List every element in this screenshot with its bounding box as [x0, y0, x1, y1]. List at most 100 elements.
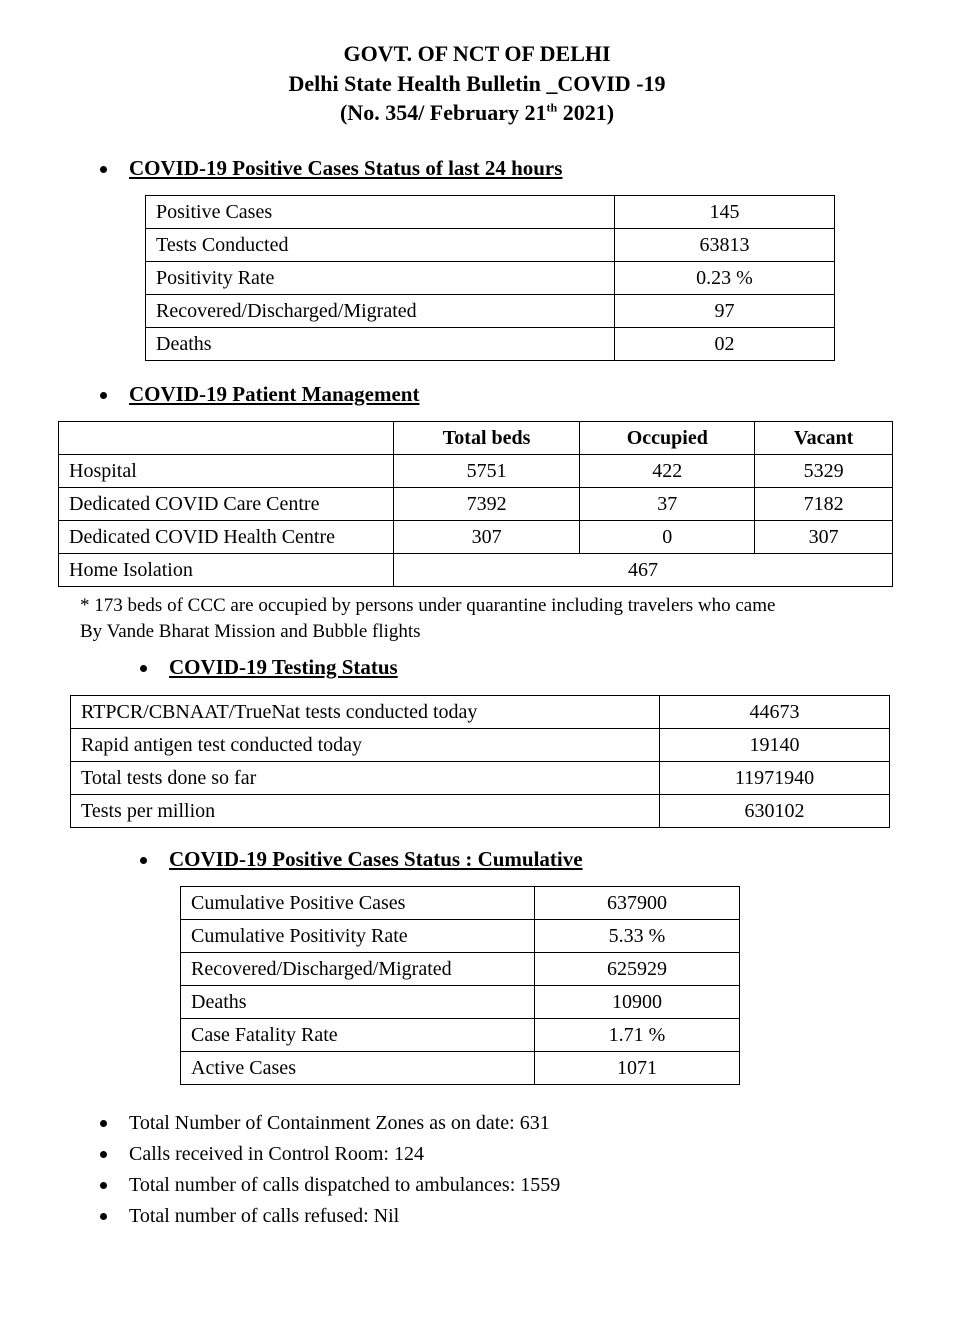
bullet-icon — [100, 392, 107, 399]
row-label: Cumulative Positivity Rate — [181, 919, 535, 952]
table-row: Deaths10900 — [181, 985, 740, 1018]
row-value: 625929 — [535, 952, 740, 985]
info-list: Total Number of Containment Zones as on … — [100, 1111, 904, 1229]
header-date-suffix: 2021) — [557, 100, 614, 125]
row-value: 11971940 — [660, 761, 890, 794]
bullet-icon — [140, 665, 147, 672]
row-value: 5.33 % — [535, 919, 740, 952]
row-label: Dedicated COVID Health Centre — [59, 521, 394, 554]
bullet-icon — [140, 857, 147, 864]
row-label: Active Cases — [181, 1051, 535, 1084]
row-value: 02 — [615, 327, 835, 360]
row-label: RTPCR/CBNAAT/TrueNat tests conducted tod… — [71, 695, 660, 728]
info-text: Total number of calls refused: Nil — [129, 1204, 399, 1229]
table-patient-mgmt: Total beds Occupied Vacant Hospital 5751… — [58, 421, 893, 587]
table-row-home-isolation: Home Isolation 467 — [59, 554, 893, 587]
table-row: Total tests done so far11971940 — [71, 761, 890, 794]
document-header: GOVT. OF NCT OF DELHI Delhi State Health… — [50, 40, 904, 127]
row-value: 10900 — [535, 985, 740, 1018]
row-label: Home Isolation — [59, 554, 394, 587]
footnote-line-1: * 173 beds of CCC are occupied by person… — [80, 593, 904, 619]
table-row: Dedicated COVID Care Centre 7392 37 7182 — [59, 488, 893, 521]
info-text: Calls received in Control Room: 124 — [129, 1142, 424, 1167]
bullet-icon — [100, 1182, 107, 1189]
cell-occupied: 0 — [580, 521, 755, 554]
row-label: Dedicated COVID Care Centre — [59, 488, 394, 521]
cell-total: 307 — [394, 521, 580, 554]
table-row: Cumulative Positive Cases637900 — [181, 886, 740, 919]
col-header — [59, 422, 394, 455]
table-row: Recovered/Discharged/Migrated625929 — [181, 952, 740, 985]
cell-occupied: 422 — [580, 455, 755, 488]
row-label: Total tests done so far — [71, 761, 660, 794]
table-row: Positivity Rate0.23 % — [146, 261, 835, 294]
row-label: Rapid antigen test conducted today — [71, 728, 660, 761]
footnote: * 173 beds of CCC are occupied by person… — [80, 593, 904, 644]
section-title: COVID-19 Testing Status — [169, 654, 398, 680]
table-row: Tests per million630102 — [71, 794, 890, 827]
row-label: Deaths — [146, 327, 615, 360]
section-title: COVID-19 Positive Cases Status of last 2… — [129, 155, 562, 181]
section-testing-status: COVID-19 Testing Status — [140, 654, 904, 680]
table-row: Positive Cases145 — [146, 195, 835, 228]
row-label: Positivity Rate — [146, 261, 615, 294]
section-title: COVID-19 Positive Cases Status : Cumulat… — [169, 846, 583, 872]
section-title: COVID-19 Patient Management — [129, 381, 419, 407]
table-row: RTPCR/CBNAAT/TrueNat tests conducted tod… — [71, 695, 890, 728]
row-label: Positive Cases — [146, 195, 615, 228]
row-value: 63813 — [615, 228, 835, 261]
row-value: 630102 — [660, 794, 890, 827]
row-value: 19140 — [660, 728, 890, 761]
row-value: 637900 — [535, 886, 740, 919]
row-value: 97 — [615, 294, 835, 327]
table-row: Recovered/Discharged/Migrated97 — [146, 294, 835, 327]
section-cumulative: COVID-19 Positive Cases Status : Cumulat… — [140, 846, 904, 872]
col-header: Vacant — [755, 422, 893, 455]
cell-vacant: 7182 — [755, 488, 893, 521]
info-containment-zones: Total Number of Containment Zones as on … — [100, 1111, 904, 1136]
header-line-2: Delhi State Health Bulletin _COVID -19 — [50, 70, 904, 98]
info-calls-refused: Total number of calls refused: Nil — [100, 1204, 904, 1229]
cell-vacant: 5329 — [755, 455, 893, 488]
cell-total: 5751 — [394, 455, 580, 488]
cell-home-value: 467 — [394, 554, 893, 587]
table-row: Dedicated COVID Health Centre 307 0 307 — [59, 521, 893, 554]
table-cumulative: Cumulative Positive Cases637900 Cumulati… — [180, 886, 740, 1085]
bullet-icon — [100, 1151, 107, 1158]
row-label: Case Fatality Rate — [181, 1018, 535, 1051]
info-text: Total number of calls dispatched to ambu… — [129, 1173, 560, 1198]
header-date-sup: th — [547, 101, 558, 115]
section-patient-mgmt: COVID-19 Patient Management — [100, 381, 904, 407]
row-label: Tests Conducted — [146, 228, 615, 261]
table-row: Hospital 5751 422 5329 — [59, 455, 893, 488]
header-date-prefix: (No. 354/ February 21 — [340, 100, 547, 125]
table-row: Rapid antigen test conducted today19140 — [71, 728, 890, 761]
table-row: Deaths02 — [146, 327, 835, 360]
bullet-icon — [100, 1120, 107, 1127]
row-value: 1.71 % — [535, 1018, 740, 1051]
section-24h-status: COVID-19 Positive Cases Status of last 2… — [100, 155, 904, 181]
info-control-room-calls: Calls received in Control Room: 124 — [100, 1142, 904, 1167]
info-text: Total Number of Containment Zones as on … — [129, 1111, 550, 1136]
table-testing-status: RTPCR/CBNAAT/TrueNat tests conducted tod… — [70, 695, 890, 828]
row-label: Recovered/Discharged/Migrated — [181, 952, 535, 985]
table-row: Case Fatality Rate1.71 % — [181, 1018, 740, 1051]
row-label: Deaths — [181, 985, 535, 1018]
col-header: Total beds — [394, 422, 580, 455]
header-line-3: (No. 354/ February 21th 2021) — [50, 99, 904, 127]
cell-total: 7392 — [394, 488, 580, 521]
cell-vacant: 307 — [755, 521, 893, 554]
bullet-icon — [100, 1213, 107, 1220]
col-header: Occupied — [580, 422, 755, 455]
info-ambulance-calls: Total number of calls dispatched to ambu… — [100, 1173, 904, 1198]
cell-occupied: 37 — [580, 488, 755, 521]
row-value: 1071 — [535, 1051, 740, 1084]
row-label: Cumulative Positive Cases — [181, 886, 535, 919]
row-value: 0.23 % — [615, 261, 835, 294]
table-24h-status: Positive Cases145 Tests Conducted63813 P… — [145, 195, 835, 361]
row-value: 44673 — [660, 695, 890, 728]
table-row: Active Cases1071 — [181, 1051, 740, 1084]
row-label: Recovered/Discharged/Migrated — [146, 294, 615, 327]
table-header-row: Total beds Occupied Vacant — [59, 422, 893, 455]
table-row: Cumulative Positivity Rate5.33 % — [181, 919, 740, 952]
